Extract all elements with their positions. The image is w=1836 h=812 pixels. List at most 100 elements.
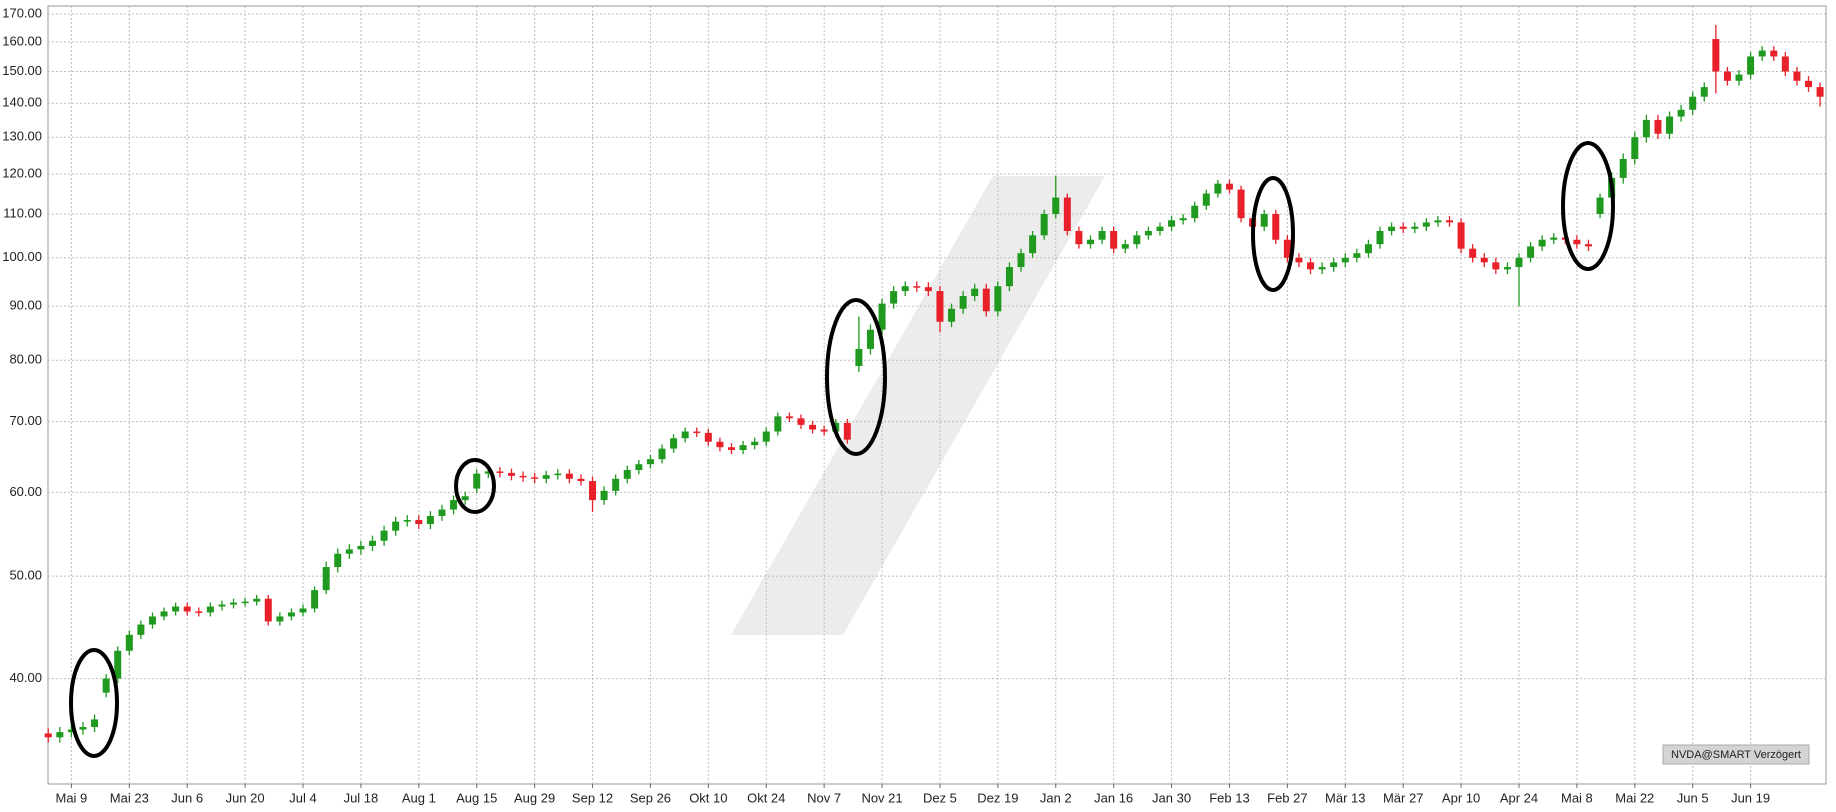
candle-body <box>1747 56 1755 75</box>
candle-body <box>1793 71 1801 81</box>
candle-body <box>820 429 828 432</box>
candle-body <box>44 733 52 738</box>
candle-body <box>623 469 631 479</box>
candle-body <box>1457 222 1465 249</box>
y-tick-label: 130.00 <box>2 129 42 144</box>
candle-body <box>218 604 226 607</box>
candle-body <box>79 727 87 730</box>
candle-body <box>577 478 585 482</box>
candle-body <box>473 473 481 489</box>
x-tick-label: Mai 23 <box>110 790 149 805</box>
candle-body <box>1770 50 1778 57</box>
candle-body <box>1538 239 1546 247</box>
candle-body <box>658 448 666 460</box>
candle-body <box>1318 267 1326 270</box>
candle-body <box>1422 222 1430 227</box>
candle-body <box>809 424 817 430</box>
candles <box>44 24 1824 743</box>
candle-body <box>1689 96 1697 110</box>
candle-body <box>1677 109 1685 117</box>
candle-body <box>936 291 944 322</box>
x-tick-label: Aug 29 <box>514 790 555 805</box>
candle-body <box>1295 257 1303 263</box>
candle-body <box>1700 87 1708 97</box>
candle-body <box>1446 220 1454 223</box>
candle-body <box>1642 119 1650 138</box>
x-tick-label: Sep 12 <box>572 790 613 805</box>
candle-body <box>1388 226 1396 231</box>
x-tick-label: Jun 6 <box>171 790 203 805</box>
candle-body <box>1168 220 1176 227</box>
grid <box>48 6 1826 784</box>
candle-body <box>1619 158 1627 178</box>
x-tick-label: Okt 24 <box>747 790 785 805</box>
y-tick-label: 70.00 <box>9 413 42 428</box>
y-tick-label: 80.00 <box>9 352 42 367</box>
candle-body <box>855 348 863 367</box>
x-tick-label: Jun 20 <box>226 790 265 805</box>
highlights <box>69 141 1615 758</box>
y-tick-label: 120.00 <box>2 165 42 180</box>
x-tick-label: Mai 9 <box>56 790 88 805</box>
candle-body <box>866 329 874 349</box>
candle-body <box>241 601 249 604</box>
candle-body <box>670 438 678 449</box>
candle-body <box>1017 253 1025 268</box>
candle-body <box>461 496 469 501</box>
candle-body <box>172 606 180 612</box>
candle-body <box>357 545 365 550</box>
x-tick-label: Apr 24 <box>1500 790 1538 805</box>
candle-body <box>635 464 643 470</box>
candle-body <box>195 611 203 613</box>
candle-body <box>785 416 793 419</box>
candle-body <box>1503 267 1511 270</box>
candle-body <box>971 288 979 297</box>
candle-body <box>1133 235 1141 245</box>
candle-body <box>1805 80 1813 88</box>
candle-body <box>1816 87 1824 97</box>
candle-body <box>1364 244 1372 254</box>
candle-body <box>762 431 770 442</box>
x-tick-label: Jan 30 <box>1152 790 1191 805</box>
candle-body <box>1156 226 1164 231</box>
candle-body <box>426 515 434 525</box>
highlight-ring <box>454 458 496 514</box>
candle-body <box>264 598 272 622</box>
candle-body <box>1469 248 1477 258</box>
candle-body <box>890 291 898 304</box>
candle-body <box>183 606 191 612</box>
candle-body <box>322 567 330 591</box>
y-tick-label: 60.00 <box>9 484 42 499</box>
candle-body <box>345 549 353 554</box>
x-tick-label: Mai 22 <box>1615 790 1654 805</box>
candle-body <box>287 612 295 617</box>
candle-body <box>311 590 319 609</box>
y-tick-label: 140.00 <box>2 95 42 110</box>
candle-body <box>913 286 921 288</box>
candle-body <box>1225 183 1233 190</box>
candle-body <box>1052 197 1060 214</box>
x-tick-label: Apr 10 <box>1442 790 1480 805</box>
x-tick-label: Jun 5 <box>1677 790 1709 805</box>
candle-body <box>334 553 342 568</box>
candle-body <box>531 477 539 479</box>
candle-body <box>843 422 851 440</box>
candle-body <box>415 519 423 525</box>
candle-body <box>704 432 712 442</box>
candle-body <box>1191 205 1199 219</box>
candle-body <box>1515 257 1523 268</box>
candle-body <box>878 303 886 330</box>
candle-body <box>1005 267 1013 287</box>
candle-body <box>1087 239 1095 245</box>
candle-body <box>959 296 967 309</box>
candle-body <box>948 308 956 322</box>
candle-body <box>612 478 620 491</box>
candle-body <box>646 459 654 465</box>
candle-body <box>137 624 145 635</box>
candle-body <box>1434 220 1442 223</box>
candle-body <box>693 431 701 434</box>
candle-body <box>1330 262 1338 268</box>
candle-body <box>1202 193 1210 206</box>
candle-body <box>507 472 515 476</box>
candle-body <box>1098 230 1106 240</box>
